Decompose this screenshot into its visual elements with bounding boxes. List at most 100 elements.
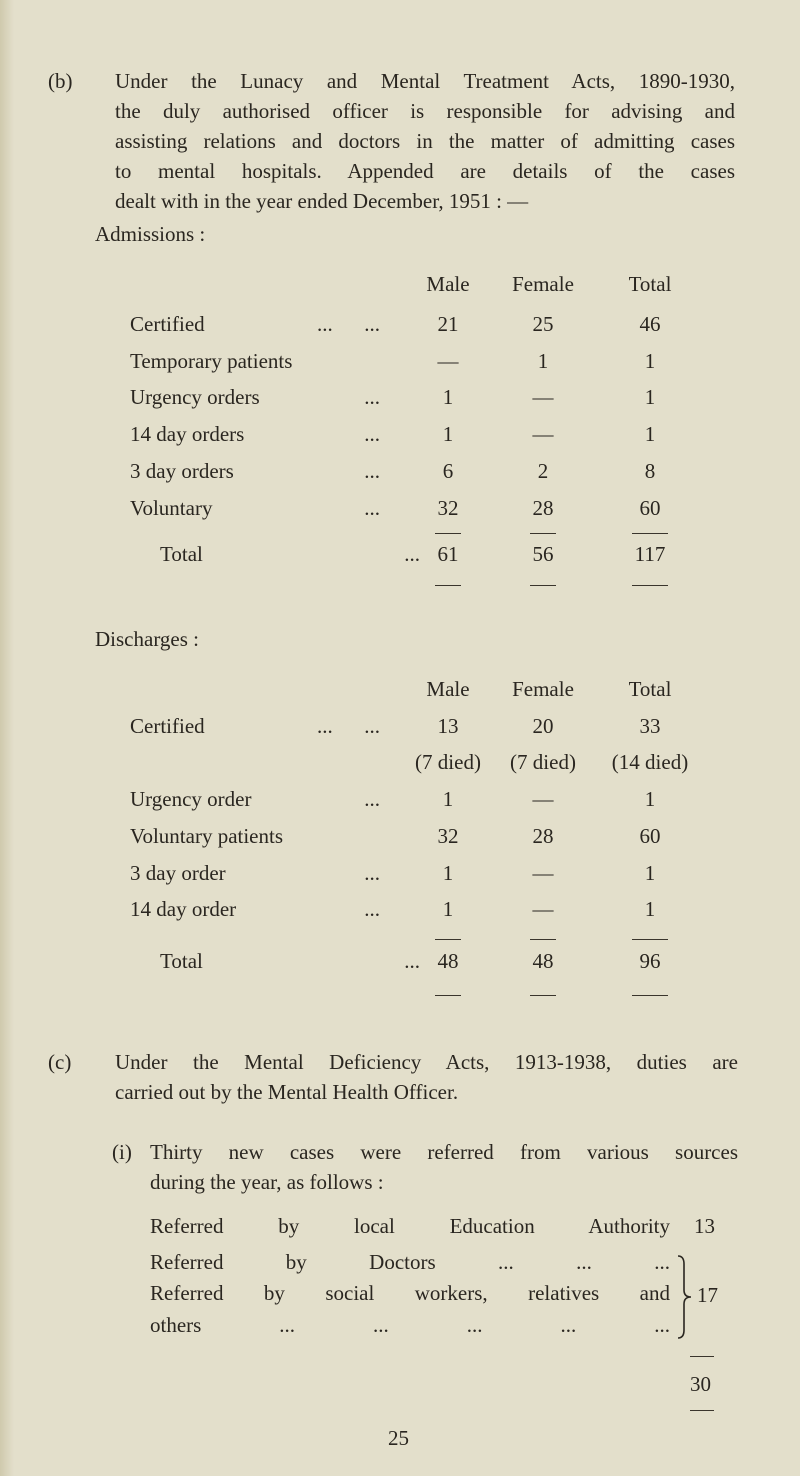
- cell-male: 61: [437, 542, 459, 566]
- rule: [435, 995, 461, 996]
- text-line: dealt with in the year ended December, 1…: [115, 189, 529, 213]
- rule: [690, 1356, 714, 1357]
- row-label: Total: [160, 542, 203, 566]
- cell-total: 8: [644, 459, 656, 483]
- text-line: Thirty new cases were referred from vari…: [150, 1140, 738, 1164]
- cell-female: —: [532, 422, 554, 446]
- cell-total: 60: [639, 824, 661, 848]
- cell-female: 25: [532, 312, 554, 336]
- discharges-heading: Discharges :: [95, 627, 200, 651]
- leader-dots: ...: [364, 385, 380, 409]
- leader-dots: ...: [364, 422, 380, 446]
- cell-female: 2: [537, 459, 549, 483]
- referral-item: others ... ... ... ... ...: [150, 1313, 670, 1337]
- leader-dots: ... ...: [317, 714, 380, 738]
- rule: [435, 585, 461, 586]
- text-line: carried out by the Mental Health Officer…: [115, 1080, 459, 1104]
- cell-male: 1: [442, 861, 454, 885]
- row-label: 3 day order: [130, 861, 226, 885]
- referral-value: 13: [694, 1214, 715, 1238]
- cell-male: 32: [437, 496, 459, 520]
- row-label: 14 day order: [130, 897, 237, 921]
- cell-male: 21: [437, 312, 459, 336]
- rule: [632, 995, 668, 996]
- cell-male: 6: [442, 459, 454, 483]
- rule: [632, 533, 668, 534]
- rule: [632, 939, 668, 940]
- cell-total: 1: [644, 787, 656, 811]
- cell-male: (7 died): [415, 750, 481, 774]
- referral-item: Referred by Doctors ... ... ...: [150, 1250, 670, 1274]
- cell-male: 1: [442, 422, 454, 446]
- cell-female: —: [532, 787, 554, 811]
- referral-item: Referred by local Education Authority: [150, 1214, 670, 1238]
- section-i-paragraph: Thirty new cases were referred from vari…: [150, 1137, 738, 1197]
- rule: [632, 585, 668, 586]
- row-label: Urgency order: [130, 787, 252, 811]
- leader-dots: ...: [364, 459, 380, 483]
- section-b-paragraph: Under the Lunacy and Mental Treatment Ac…: [115, 66, 735, 216]
- text-line: during the year, as follows :: [150, 1170, 384, 1194]
- cell-male: 1: [442, 897, 454, 921]
- text-line: assisting relations and doctors in the m…: [115, 129, 735, 153]
- leader-dots: ...: [364, 787, 380, 811]
- cell-total: 1: [644, 861, 656, 885]
- text-line: to mental hospitals. Appended are detail…: [115, 159, 735, 183]
- referral-value: 17: [697, 1283, 718, 1307]
- column-header: Female: [512, 272, 574, 296]
- referral-item: Referred by social workers, relatives an…: [150, 1281, 670, 1305]
- cell-total: 1: [644, 385, 656, 409]
- cell-male: 48: [437, 949, 459, 973]
- cell-female: 28: [532, 824, 554, 848]
- row-label: 3 day orders: [130, 459, 234, 483]
- cell-female: 56: [532, 542, 554, 566]
- rule: [690, 1410, 714, 1411]
- row-label: Certified: [130, 714, 205, 738]
- leader-dots: ...: [404, 542, 420, 566]
- cell-total: (14 died): [611, 750, 689, 774]
- right-brace-icon: [677, 1255, 692, 1339]
- section-i-marker: (i): [112, 1140, 132, 1164]
- row-label: Voluntary: [130, 496, 213, 520]
- rule: [530, 533, 556, 534]
- column-header: Male: [426, 272, 470, 296]
- cell-male: 13: [437, 714, 459, 738]
- cell-total: 117: [634, 542, 666, 566]
- cell-female: —: [532, 385, 554, 409]
- row-label: Certified: [130, 312, 205, 336]
- cell-female: —: [532, 861, 554, 885]
- referral-total: 30: [690, 1372, 711, 1396]
- text-line: Under the Lunacy and Mental Treatment Ac…: [115, 69, 735, 93]
- section-c-paragraph: Under the Mental Deficiency Acts, 1913-1…: [115, 1047, 738, 1107]
- cell-total: 1: [644, 897, 656, 921]
- cell-female: 28: [532, 496, 554, 520]
- cell-female: 1: [537, 349, 549, 373]
- cell-total: 1: [644, 349, 656, 373]
- leader-dots: ...: [364, 897, 380, 921]
- column-header: Female: [512, 677, 574, 701]
- cell-total: 46: [639, 312, 661, 336]
- leader-dots: ...: [364, 496, 380, 520]
- cell-male: —: [437, 349, 459, 373]
- cell-female: 20: [532, 714, 554, 738]
- cell-female: 48: [532, 949, 554, 973]
- column-header: Total: [628, 272, 672, 296]
- leader-dots: ...: [404, 949, 420, 973]
- column-header: Total: [628, 677, 672, 701]
- cell-male: 32: [437, 824, 459, 848]
- cell-female: —: [532, 897, 554, 921]
- cell-male: 1: [442, 385, 454, 409]
- page-number: 25: [388, 1426, 409, 1450]
- page-edge-shadow: [0, 0, 14, 1476]
- cell-total: 1: [644, 422, 656, 446]
- row-label: 14 day orders: [130, 422, 245, 446]
- text-line: Under the Mental Deficiency Acts, 1913-1…: [115, 1050, 738, 1074]
- cell-female: (7 died): [510, 750, 576, 774]
- leader-dots: ... ...: [317, 312, 380, 336]
- rule: [530, 939, 556, 940]
- rule: [435, 939, 461, 940]
- row-label: Total: [160, 949, 203, 973]
- rule: [530, 995, 556, 996]
- section-b-marker: (b): [48, 69, 73, 93]
- cell-total: 96: [639, 949, 661, 973]
